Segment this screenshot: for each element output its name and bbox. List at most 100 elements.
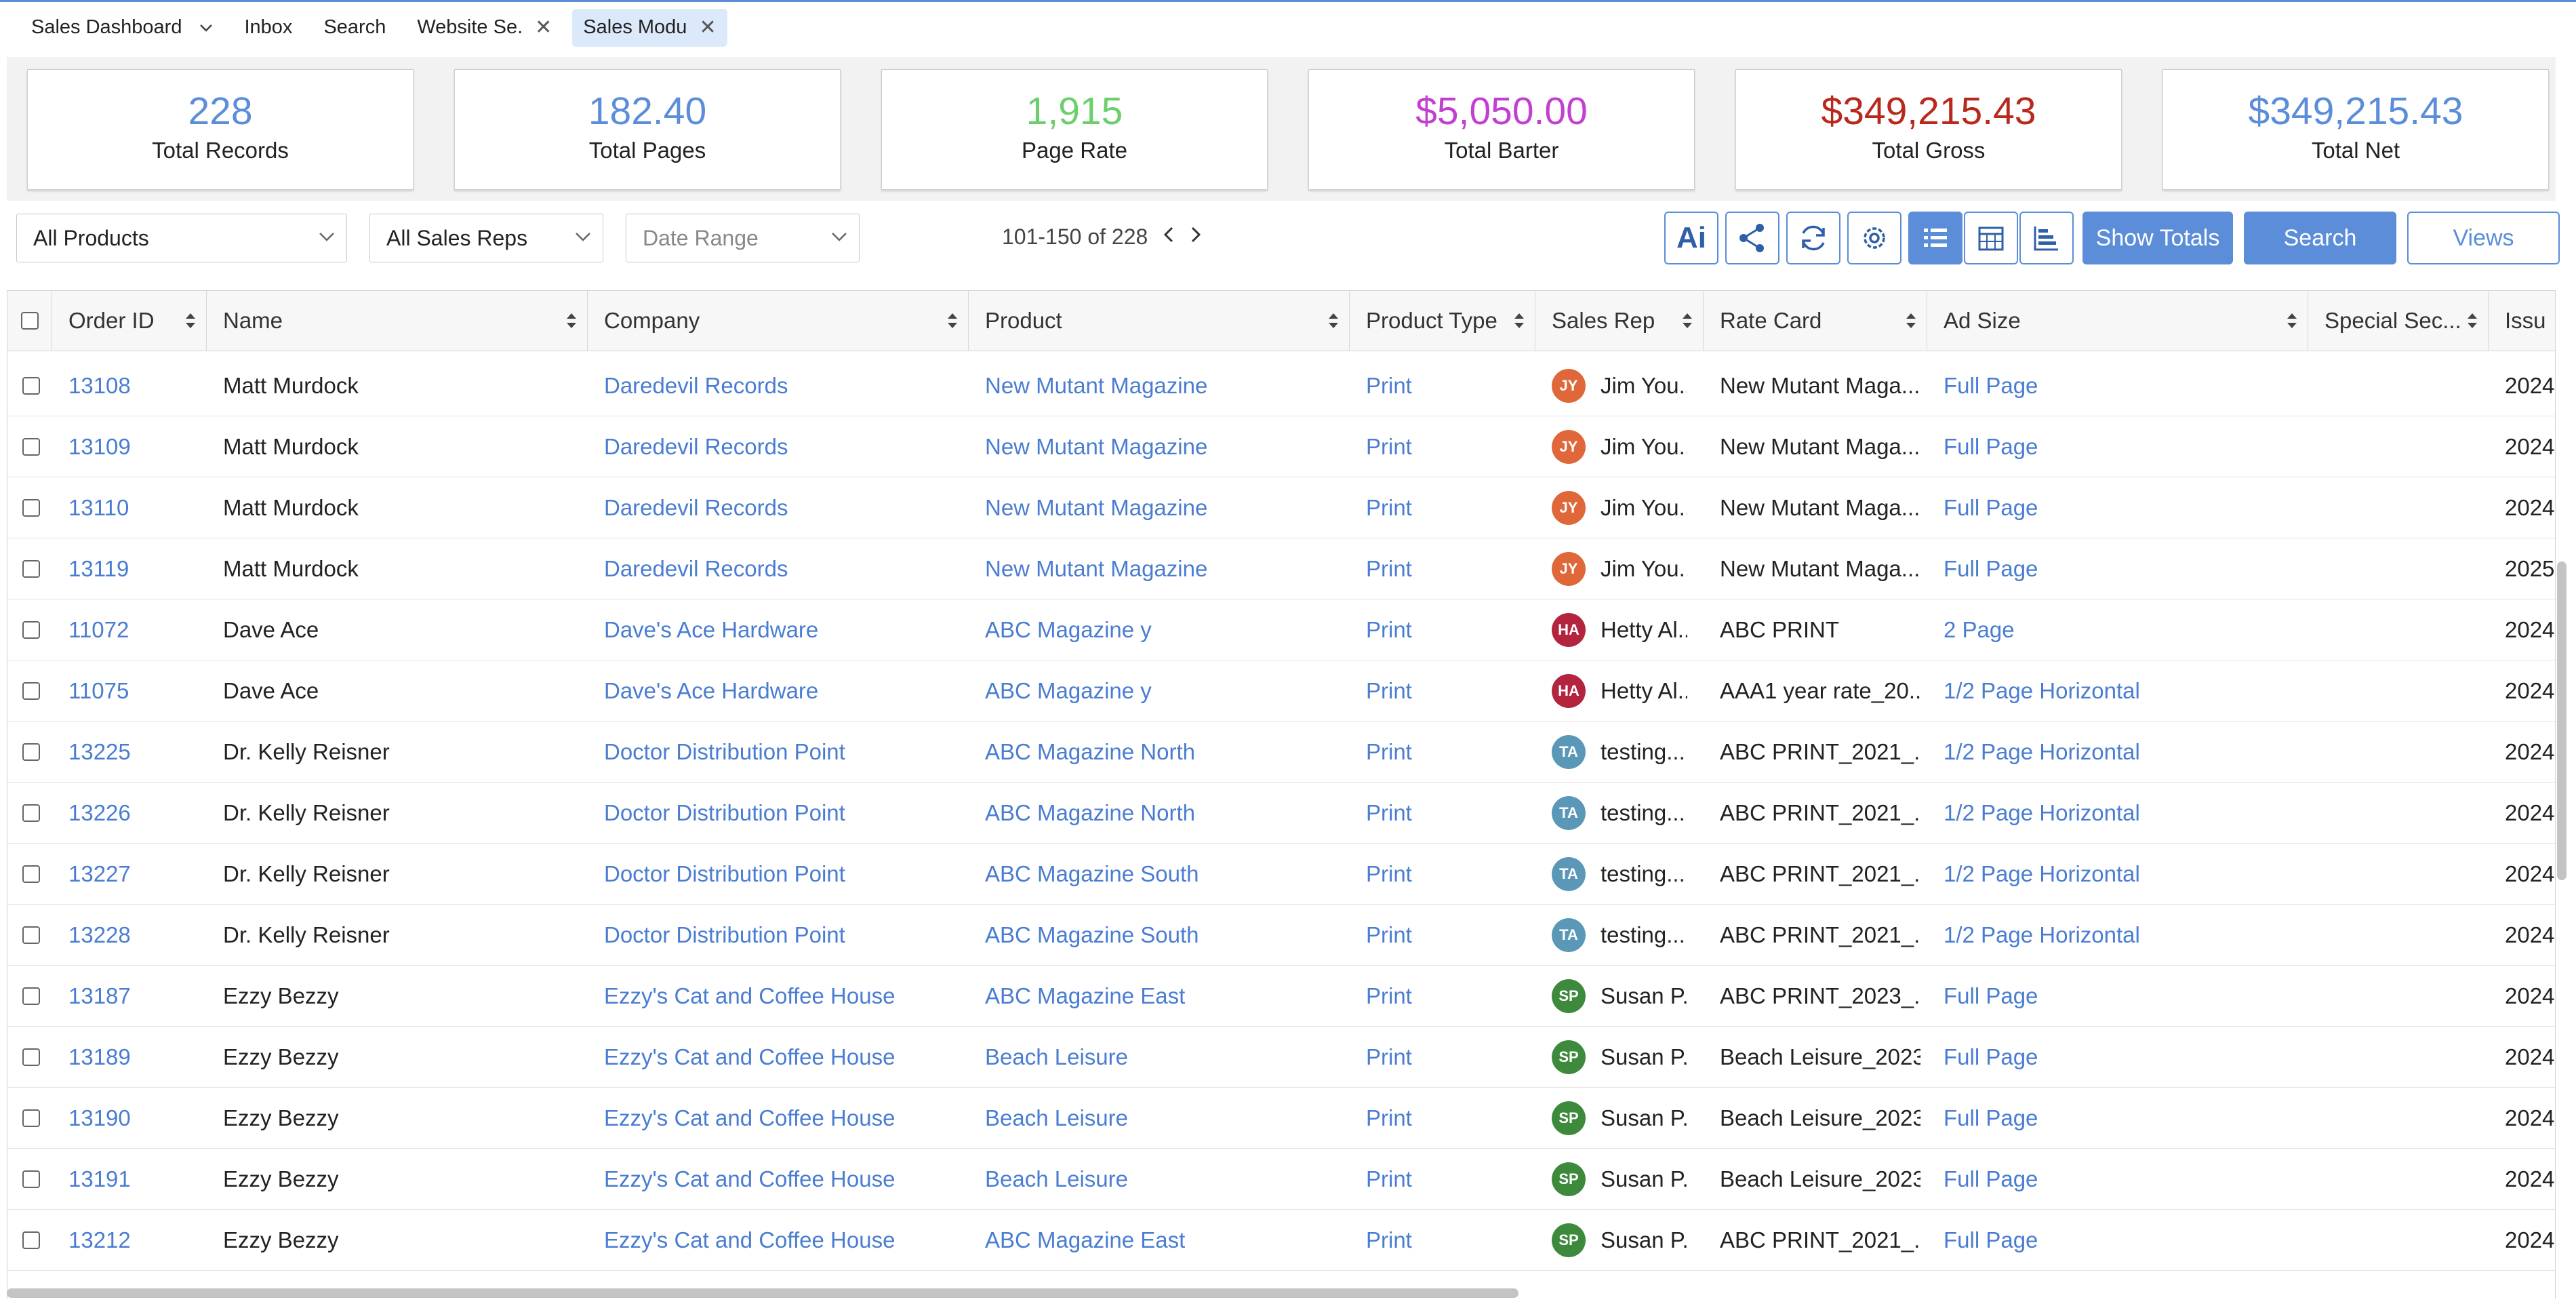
product-type-cell[interactable]: Print (1366, 983, 1412, 1008)
column-header[interactable]: Special Sec... (2308, 291, 2489, 351)
vertical-scrollbar[interactable] (2557, 561, 2567, 880)
company-cell[interactable]: Dave's Ace Hardware (604, 678, 819, 703)
product-cell[interactable]: Beach Leisure (985, 1105, 1128, 1130)
column-header[interactable]: Name (207, 291, 588, 351)
product-cell[interactable]: Beach Leisure (985, 1166, 1128, 1191)
order-id-cell[interactable]: 13228 (68, 922, 131, 947)
chevron-right-icon[interactable] (1190, 224, 1202, 250)
product-type-cell[interactable]: Print (1366, 495, 1412, 520)
table-row[interactable]: 13187 Ezzy Bezzy Ezzy's Cat and Coffee Hou… (7, 966, 2555, 1027)
row-checkbox[interactable] (22, 743, 40, 761)
company-cell[interactable]: Ezzy's Cat and Coffee House (604, 1044, 895, 1069)
product-cell[interactable]: ABC Magazine East (985, 983, 1186, 1008)
product-cell[interactable]: ABC Magazine South (985, 861, 1199, 886)
company-cell[interactable]: Daredevil Records (604, 373, 788, 398)
company-cell[interactable]: Ezzy's Cat and Coffee House (604, 983, 895, 1008)
product-type-cell[interactable]: Print (1366, 1044, 1412, 1069)
ad-size-cell[interactable]: 2 Page (1944, 617, 2015, 642)
table-row[interactable]: 13108 Matt Murdock Daredevil Records New Mu… (7, 355, 2555, 416)
product-type-cell[interactable]: Print (1366, 1227, 1412, 1252)
chevron-left-icon[interactable] (1163, 224, 1175, 250)
product-cell[interactable]: New Mutant Magazine (985, 495, 1208, 520)
product-type-cell[interactable]: Print (1366, 1166, 1412, 1191)
table-row[interactable]: 13212 Ezzy Bezzy Ezzy's Cat and Coffee Hou… (7, 1210, 2555, 1271)
order-id-cell[interactable]: 13109 (68, 434, 131, 459)
product-cell[interactable]: ABC Magazine South (985, 922, 1199, 947)
product-cell[interactable]: New Mutant Magazine (985, 434, 1208, 459)
ad-size-cell[interactable]: 1/2 Page Horizontal (1944, 678, 2140, 703)
ad-size-cell[interactable]: Full Page (1944, 1105, 2038, 1130)
order-id-cell[interactable]: 13189 (68, 1044, 131, 1069)
show-totals-button[interactable]: Show Totals (2082, 212, 2233, 264)
product-type-cell[interactable]: Print (1366, 922, 1412, 947)
select-all-checkbox[interactable] (21, 312, 39, 330)
chevron-down-icon[interactable] (199, 19, 213, 37)
row-checkbox[interactable] (22, 621, 40, 639)
row-checkbox[interactable] (22, 682, 40, 700)
settings-button[interactable] (1847, 212, 1901, 264)
share-button[interactable] (1725, 212, 1779, 264)
row-checkbox[interactable] (22, 865, 40, 883)
company-cell[interactable]: Dave's Ace Hardware (604, 617, 819, 642)
company-cell[interactable]: Daredevil Records (604, 556, 788, 581)
ad-size-cell[interactable]: 1/2 Page Horizontal (1944, 861, 2140, 886)
product-cell[interactable]: ABC Magazine y (985, 678, 1152, 703)
sort-icon[interactable] (2466, 311, 2478, 330)
list-view-button[interactable] (1908, 212, 1963, 264)
table-row[interactable]: 13225 Dr. Kelly Reisner Doctor Distributio… (7, 722, 2555, 783)
calendar-view-button[interactable] (1964, 212, 2018, 264)
products-select[interactable]: All Products (16, 214, 347, 262)
close-icon[interactable]: ✕ (699, 16, 717, 39)
order-id-cell[interactable]: 13110 (68, 495, 129, 520)
product-cell[interactable]: ABC Magazine y (985, 617, 1152, 642)
order-id-cell[interactable]: 13225 (68, 739, 131, 764)
row-checkbox[interactable] (22, 377, 40, 395)
product-type-cell[interactable]: Print (1366, 434, 1412, 459)
sort-icon[interactable] (565, 311, 578, 330)
company-cell[interactable]: Doctor Distribution Point (604, 922, 845, 947)
company-cell[interactable]: Ezzy's Cat and Coffee House (604, 1166, 895, 1191)
product-type-cell[interactable]: Print (1366, 739, 1412, 764)
ad-size-cell[interactable]: Full Page (1944, 495, 2038, 520)
row-checkbox[interactable] (22, 1231, 40, 1249)
order-id-cell[interactable]: 13212 (68, 1227, 131, 1252)
order-id-cell[interactable]: 13191 (68, 1166, 131, 1191)
tab-website-se[interactable]: Website Se. ✕ (406, 9, 563, 47)
company-cell[interactable]: Doctor Distribution Point (604, 800, 845, 825)
close-icon[interactable]: ✕ (535, 16, 552, 39)
sales-reps-select[interactable]: All Sales Reps (369, 214, 603, 262)
column-header[interactable]: Order ID (52, 291, 207, 351)
order-id-cell[interactable]: 13190 (68, 1105, 131, 1130)
tab-inbox[interactable]: Inbox (233, 9, 303, 47)
search-button[interactable]: Search (2244, 212, 2396, 264)
table-row[interactable]: 13119 Matt Murdock Daredevil Records New Mu… (7, 538, 2555, 599)
ad-size-cell[interactable]: Full Page (1944, 373, 2038, 398)
date-range-select[interactable]: Date Range (626, 214, 860, 262)
product-type-cell[interactable]: Print (1366, 556, 1412, 581)
ad-size-cell[interactable]: Full Page (1944, 556, 2038, 581)
column-header[interactable]: Product Type (1350, 291, 1535, 351)
order-id-cell[interactable]: 13119 (68, 556, 129, 581)
ad-size-cell[interactable]: Full Page (1944, 1044, 2038, 1069)
row-checkbox[interactable] (22, 987, 40, 1005)
product-cell[interactable]: Beach Leisure (985, 1044, 1128, 1069)
ad-size-cell[interactable]: 1/2 Page Horizontal (1944, 800, 2140, 825)
sort-icon[interactable] (1327, 311, 1340, 330)
sort-icon[interactable] (2286, 311, 2298, 330)
order-id-cell[interactable]: 13226 (68, 800, 131, 825)
company-cell[interactable]: Ezzy's Cat and Coffee House (604, 1105, 895, 1130)
table-row[interactable]: 13189 Ezzy Bezzy Ezzy's Cat and Coffee Hou… (7, 1027, 2555, 1088)
row-checkbox[interactable] (22, 926, 40, 944)
product-cell[interactable]: ABC Magazine North (985, 739, 1195, 764)
row-checkbox[interactable] (22, 499, 40, 517)
row-checkbox[interactable] (22, 438, 40, 456)
column-header[interactable]: Sales Rep (1535, 291, 1704, 351)
column-header[interactable]: Product (969, 291, 1350, 351)
product-type-cell[interactable]: Print (1366, 678, 1412, 703)
company-cell[interactable]: Daredevil Records (604, 495, 788, 520)
views-button[interactable]: Views (2407, 212, 2560, 264)
table-row[interactable]: 13110 Matt Murdock Daredevil Records New Mu… (7, 477, 2555, 538)
row-checkbox[interactable] (22, 1109, 40, 1127)
gantt-view-button[interactable] (2019, 212, 2074, 264)
product-type-cell[interactable]: Print (1366, 861, 1412, 886)
